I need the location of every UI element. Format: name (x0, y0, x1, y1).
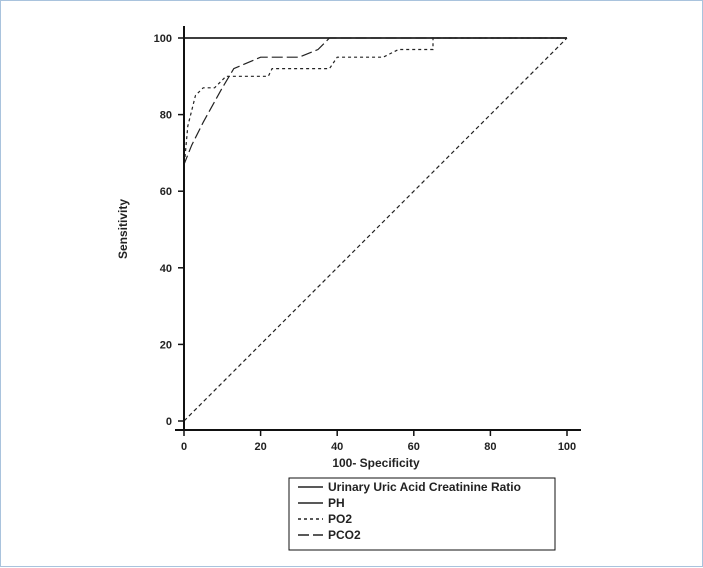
y-tick-label: 100 (154, 33, 172, 45)
x-tick-label: 40 (331, 441, 343, 453)
x-tick-label: 20 (254, 441, 266, 453)
y-tick-label: 60 (160, 186, 172, 198)
legend-label-urinary-uric-acid-creatinine-ratio: Urinary Uric Acid Creatinine Ratio (328, 480, 521, 494)
legend: Urinary Uric Acid Creatinine Ratio PH PO2 P… (288, 477, 556, 551)
y-tick-label: 20 (160, 339, 172, 351)
y-tick-label: 40 (160, 263, 172, 275)
x-axis-label: 100- Specificity (332, 456, 420, 470)
series-line-urinary-uric-acid-creatinine-ratio (183, 37, 567, 421)
series-line-pco2 (183, 37, 567, 421)
legend-box (288, 477, 556, 551)
legend-label-po2: PO2 (328, 512, 352, 526)
x-tick-label: 100 (558, 441, 576, 453)
series-line-po2 (183, 37, 567, 421)
y-tick-label: 80 (160, 110, 172, 122)
x-axis-ticks: 0 20 40 60 80 100 (181, 430, 576, 453)
series-line-ph (183, 37, 567, 421)
y-tick-label: 0 (166, 416, 172, 428)
y-axis-ticks: 0 20 40 60 80 100 (154, 33, 184, 428)
legend-label-pco2: PCO2 (328, 528, 361, 542)
x-tick-label: 0 (181, 441, 187, 453)
plot-lines (183, 37, 568, 422)
axes (175, 26, 581, 431)
x-tick-label: 60 (408, 441, 420, 453)
legend-label-ph: PH (328, 496, 345, 510)
series-line-reference (183, 37, 568, 422)
x-tick-label: 80 (484, 441, 496, 453)
y-axis-label: Sensitivity (116, 199, 130, 259)
